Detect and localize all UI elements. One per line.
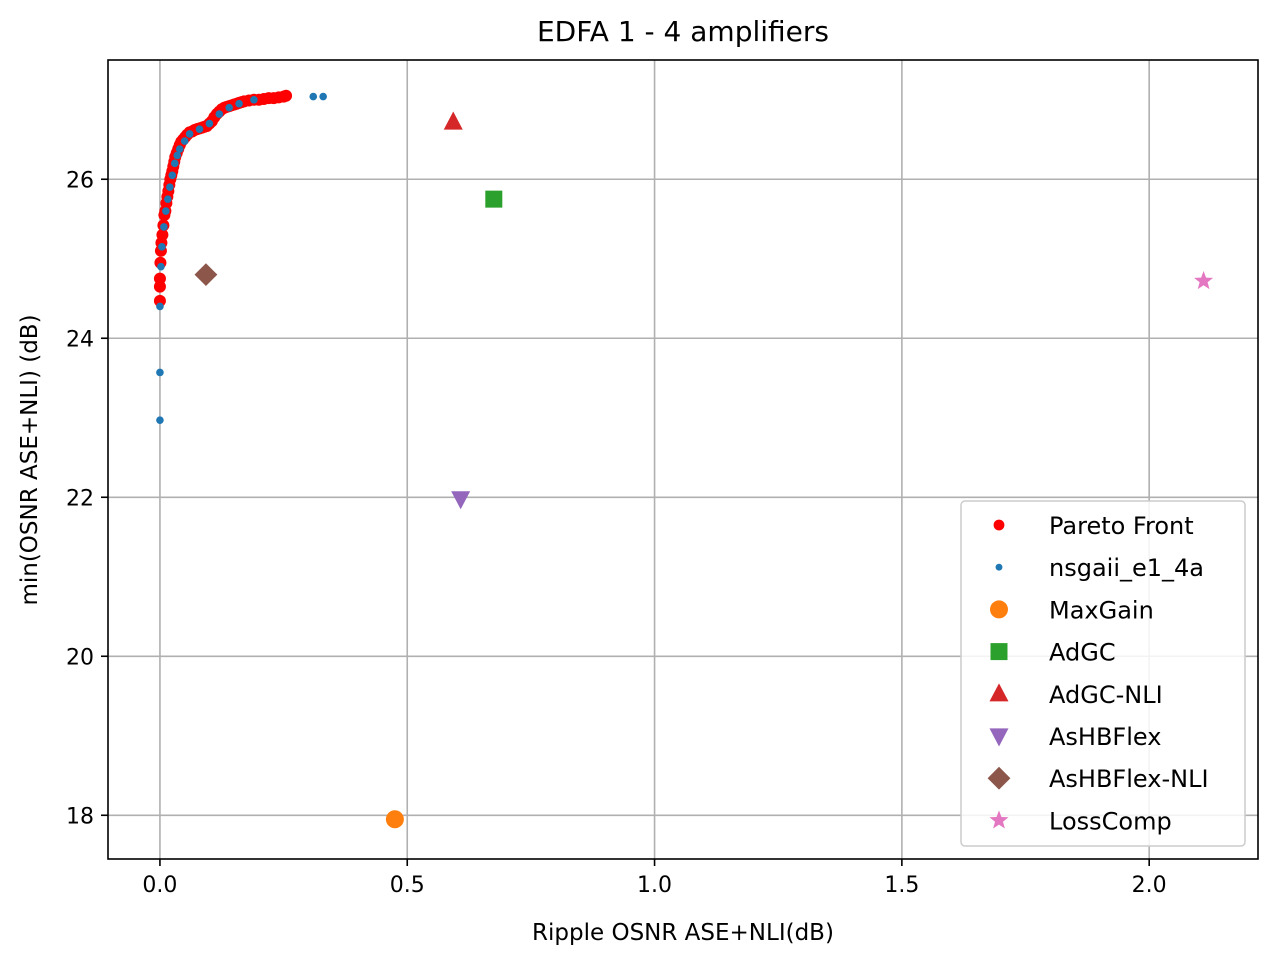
data-point [443, 111, 463, 130]
legend-label: AdGC-NLI [1049, 681, 1163, 709]
data-point [153, 272, 166, 285]
legend-marker [989, 683, 1009, 702]
data-point [168, 171, 177, 180]
legend-marker [990, 643, 1008, 661]
data-point [162, 207, 170, 215]
legend: Pareto Front nsgaii_e1_4a MaxGain AdGC AdGC-… [960, 500, 1246, 847]
data-point [156, 228, 169, 241]
data-point [235, 99, 243, 108]
x-tick-label: 2.0 [1132, 873, 1167, 898]
data-point [166, 183, 174, 192]
series-nsgaii-e1-4a [156, 92, 327, 424]
legend-label: MaxGain [1049, 596, 1154, 624]
data-point [175, 145, 184, 153]
data-point [451, 491, 471, 510]
y-tick-label: 26 [66, 168, 94, 193]
legend-marker [989, 728, 1009, 747]
y-axis: 18 20 22 24 26 [66, 168, 108, 829]
legend-label: LossComp [1049, 807, 1172, 835]
chart-title: EDFA 1 - 4 amplifiers [537, 15, 829, 48]
data-point [185, 130, 194, 138]
data-point [250, 95, 258, 104]
data-point [485, 190, 503, 208]
data-point [319, 92, 327, 101]
plot-area [153, 89, 1214, 829]
legend-label: AsHBFlex-NLI [1049, 765, 1209, 793]
y-tick-label: 18 [66, 804, 94, 829]
data-point [194, 263, 218, 287]
data-point [180, 137, 189, 145]
data-point [153, 294, 166, 307]
series-losscomp [1194, 271, 1214, 290]
series-adgc-nli [443, 111, 463, 130]
y-tick-label: 24 [66, 327, 94, 352]
legend-box [960, 500, 1246, 847]
legend-label: AsHBFlex [1049, 723, 1161, 751]
series-adgc [485, 190, 503, 208]
data-point [156, 368, 164, 377]
y-axis-label: min(OSNR ASE+NLI) (dB) [17, 314, 43, 605]
data-point [173, 151, 182, 160]
data-point [1194, 271, 1214, 290]
axes-frame [107, 59, 1259, 860]
data-point [280, 89, 293, 102]
series-ashbflex [451, 491, 471, 510]
x-tick-label: 1.0 [637, 873, 672, 898]
legend-label: nsgaii_e1_4a [1049, 554, 1204, 582]
x-tick-label: 0.0 [142, 873, 177, 898]
data-point [215, 110, 224, 118]
y-tick-label: 22 [66, 486, 94, 511]
data-point [385, 810, 404, 829]
legend-marker [989, 810, 1009, 829]
data-point [164, 195, 172, 203]
data-point [205, 119, 214, 128]
legend-label: Pareto Front [1049, 512, 1194, 540]
data-point [225, 103, 233, 112]
x-tick-label: 0.5 [390, 873, 425, 898]
data-point [158, 243, 166, 251]
x-axis-label: Ripple OSNR ASE+NLI(dB) [532, 920, 834, 946]
series-ashbflex-nli [194, 263, 218, 287]
y-tick-label: 20 [66, 645, 94, 670]
data-point [195, 125, 204, 133]
data-point [160, 223, 168, 231]
data-point [309, 92, 318, 101]
data-point [156, 416, 164, 424]
legend-label: AdGC [1049, 639, 1116, 667]
legend-marker [987, 766, 1011, 790]
data-point [170, 159, 179, 168]
data-point [156, 302, 164, 311]
legend-marker [993, 519, 1005, 531]
legend-marker [990, 600, 1008, 619]
legend-marker [995, 563, 1003, 571]
x-tick-label: 1.5 [884, 873, 919, 898]
series-maxgain [385, 810, 404, 829]
x-axis: 0.0 0.5 1.0 1.5 2.0 [142, 859, 1167, 898]
data-point [157, 262, 165, 271]
